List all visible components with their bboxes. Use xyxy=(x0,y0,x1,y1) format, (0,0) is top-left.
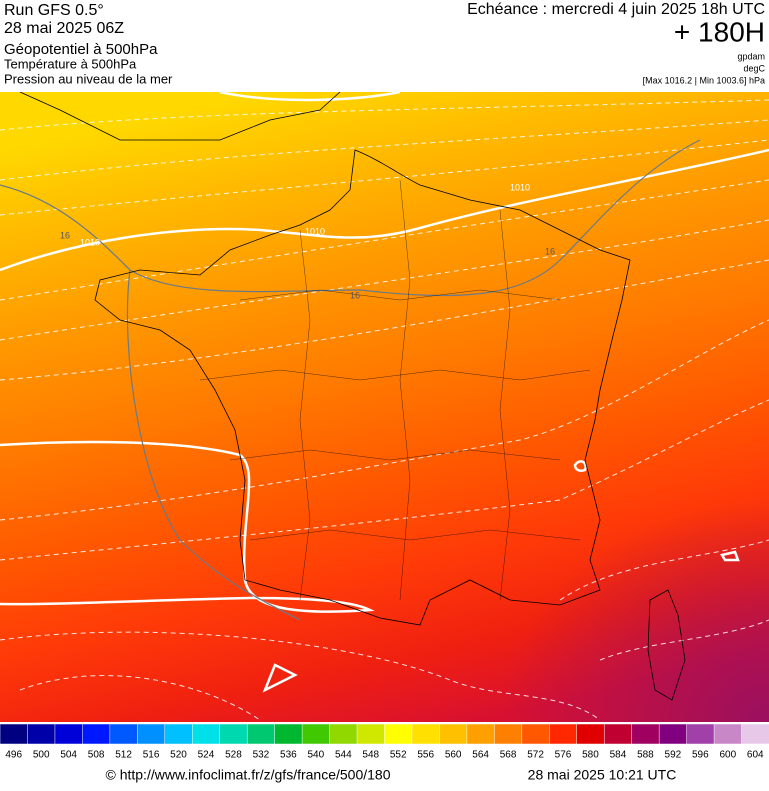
contour-label: 16 xyxy=(545,246,555,256)
color-swatch xyxy=(713,723,743,745)
run: Run GFS 0.5° xyxy=(4,2,104,19)
contour-label: 1010 xyxy=(80,237,100,247)
colorbar-label: 544 xyxy=(335,750,352,761)
field-3: Pression au niveau de la mer xyxy=(4,71,173,86)
colorbar-label: 564 xyxy=(472,750,489,761)
colorbar-label: 500 xyxy=(33,750,50,761)
isotherms xyxy=(0,99,769,721)
color-swatch xyxy=(274,723,303,745)
color-swatch xyxy=(741,723,769,745)
color-swatch xyxy=(54,723,84,745)
color-swatch xyxy=(356,723,386,745)
departments xyxy=(199,179,591,601)
contour-label: 1010 xyxy=(305,226,325,236)
temperature-field xyxy=(0,92,769,722)
color-swatch xyxy=(0,723,29,745)
color-swatch xyxy=(658,723,688,745)
color-swatch xyxy=(439,723,468,745)
coastline xyxy=(19,92,686,701)
map: 1010 1010 1010 16 16 16 xyxy=(0,92,769,722)
colorbar-label: 552 xyxy=(390,750,407,761)
isotherm-16 xyxy=(0,139,701,621)
color-swatch xyxy=(27,723,56,745)
colorbar-label: 520 xyxy=(170,750,187,761)
colorbar-label: 496 xyxy=(5,750,22,761)
color-swatch xyxy=(521,723,551,745)
color-swatch xyxy=(631,723,660,745)
color-swatch xyxy=(301,723,331,745)
color-swatch xyxy=(164,723,194,745)
colorbar-label: 532 xyxy=(253,750,270,761)
color-swatch xyxy=(384,723,413,745)
color-swatch xyxy=(219,723,248,745)
colorbar-label: 584 xyxy=(610,750,627,761)
colorbar-label: 548 xyxy=(362,750,379,761)
color-swatch xyxy=(466,723,496,745)
colorbar-label: 596 xyxy=(692,750,709,761)
colorbar-label: 528 xyxy=(225,750,242,761)
colorbar-label: 512 xyxy=(115,750,132,761)
colorbar: 496 500 504 508 512 516 520 524 528 532 536 540 544 5… xyxy=(0,723,769,761)
isobars xyxy=(0,92,769,693)
color-swatch xyxy=(329,723,358,745)
colorbar-label: 524 xyxy=(198,750,215,761)
colorbar-label: 516 xyxy=(143,750,160,761)
color-swatch xyxy=(109,723,139,745)
source-url: © http://www.infoclimat.fr/z/gfs/france/… xyxy=(106,767,391,783)
range: [Max 1016.2 | Min 1003.6] hPa xyxy=(643,75,765,85)
contour-label: 16 xyxy=(60,230,70,240)
color-swatch xyxy=(246,723,276,745)
color-swatch xyxy=(192,723,221,745)
run-date: 28 mai 2025 06Z xyxy=(4,20,124,37)
contour-label: 1010 xyxy=(510,182,530,192)
colorbar-label: 600 xyxy=(719,750,736,761)
color-swatch xyxy=(494,723,523,745)
colorbar-label: 508 xyxy=(88,750,105,761)
colorbar-label: 576 xyxy=(555,750,572,761)
colorbar-label: 556 xyxy=(417,750,434,761)
unit: gpdam xyxy=(737,51,765,61)
field-1: Géopotentiel à 500hPa xyxy=(4,41,158,58)
color-swatch xyxy=(686,723,715,745)
colorbar-label: 560 xyxy=(445,750,462,761)
field-2: Température à 500hPa xyxy=(4,56,137,71)
color-swatch xyxy=(137,723,166,745)
color-swatch xyxy=(576,723,605,745)
color-swatch xyxy=(549,723,578,745)
colorbar-label: 536 xyxy=(280,750,297,761)
colorbar-label: 540 xyxy=(307,750,324,761)
colorbar-label: 580 xyxy=(582,750,599,761)
colorbar-label: 572 xyxy=(527,750,544,761)
colorbar-label: 568 xyxy=(500,750,517,761)
colorbar-label: 604 xyxy=(747,750,764,761)
timestamp: 28 mai 2025 10:21 UTC xyxy=(528,767,677,783)
unit: degC xyxy=(743,63,765,73)
echeance: Echéance : mercredi 4 juin 2025 18h UTC xyxy=(467,1,765,18)
colorbar-label: 504 xyxy=(60,750,77,761)
color-swatch xyxy=(82,723,111,745)
colorbar-label: 588 xyxy=(637,750,654,761)
colorbar-label: 592 xyxy=(665,750,682,761)
color-swatch xyxy=(411,723,441,745)
contour-label: 16 xyxy=(350,290,360,300)
offset: + 180H xyxy=(674,16,765,47)
color-swatch xyxy=(603,723,633,745)
